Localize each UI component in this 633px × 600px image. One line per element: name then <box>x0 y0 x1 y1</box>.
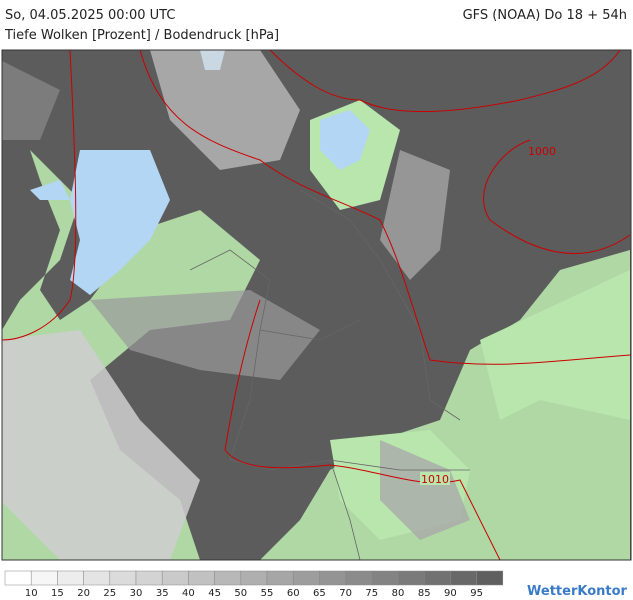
legend-label: 95 <box>470 588 483 599</box>
legend-label: 45 <box>208 588 221 599</box>
legend-label: 15 <box>51 588 64 599</box>
legend-label: 40 <box>182 588 195 599</box>
legend-label: 90 <box>444 588 457 599</box>
legend-swatch <box>397 570 425 586</box>
subtitle: Tiefe Wolken [Prozent] / Bodendruck [hPa… <box>4 28 279 43</box>
legend-swatch <box>135 570 163 586</box>
legend-swatch <box>240 570 268 586</box>
legend-label: 65 <box>313 588 326 599</box>
legend-swatch <box>476 570 504 586</box>
legend-swatch <box>161 570 189 586</box>
legend-swatch <box>345 570 373 586</box>
legend-label: 60 <box>287 588 300 599</box>
legend-swatch <box>371 570 399 586</box>
legend-label: 20 <box>77 588 90 599</box>
map: 1000 1010 <box>1 49 632 561</box>
date-label: So, 04.05.2025 00:00 UTC <box>5 8 175 23</box>
legend-swatch <box>57 570 84 586</box>
legend-label: 10 <box>25 588 38 599</box>
legend-label: 70 <box>339 588 352 599</box>
brand-logo: WetterKontor <box>527 584 628 599</box>
legend-swatch <box>319 570 346 586</box>
legend-swatch <box>188 570 215 586</box>
legend-swatch <box>450 570 477 586</box>
legend-swatch <box>214 570 242 586</box>
legend-label: 85 <box>418 588 431 599</box>
legend-label: 55 <box>261 588 274 599</box>
isobar-label: 1010 <box>421 473 449 486</box>
legend-label: 80 <box>392 588 405 599</box>
legend-swatch <box>109 570 137 586</box>
legend: 10 15 20 25 30 35 40 45 50 55 60 65 70 75 80 85 90 95 <box>4 570 504 599</box>
legend-label: 35 <box>156 588 169 599</box>
legend-label: 75 <box>365 588 378 599</box>
legend-label: 50 <box>234 588 247 599</box>
legend-label: 25 <box>103 588 116 599</box>
legend-swatch <box>266 570 294 586</box>
legend-swatch <box>423 570 451 586</box>
model-label: GFS (NOAA) Do 18 + 54h <box>463 8 627 23</box>
legend-swatch <box>30 570 58 586</box>
legend-label: 30 <box>130 588 143 599</box>
legend-swatch <box>292 570 320 586</box>
legend-swatch <box>4 570 32 586</box>
legend-swatch <box>83 570 111 586</box>
isobar-label: 1000 <box>528 145 556 158</box>
